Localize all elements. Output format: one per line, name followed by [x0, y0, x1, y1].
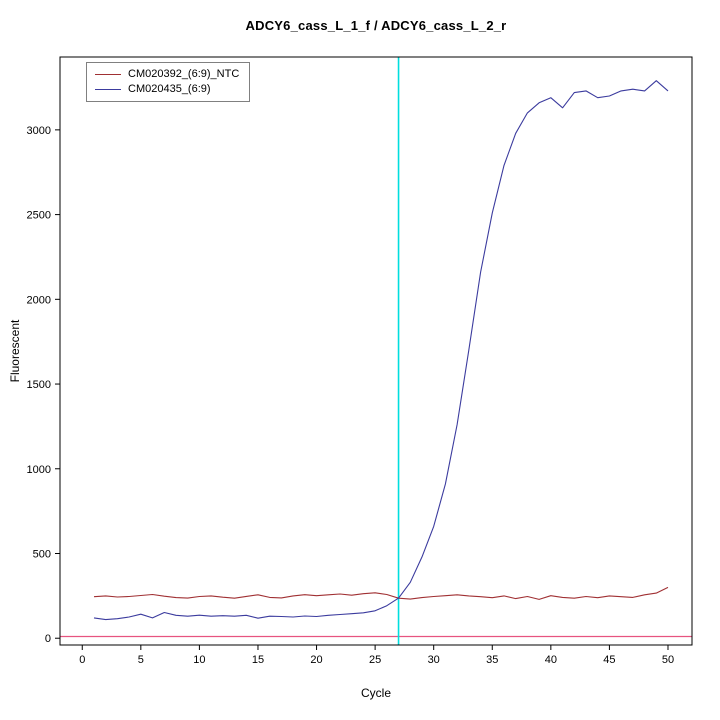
x-tick-label: 40	[545, 654, 557, 666]
x-tick-label: 0	[79, 654, 85, 666]
x-tick-label: 25	[369, 654, 381, 666]
y-tick-label: 0	[45, 633, 51, 645]
legend-line-sample	[95, 74, 121, 75]
y-tick-label: 1500	[27, 379, 51, 391]
legend-label: CM020435_(6:9)	[128, 83, 211, 95]
series-line-1	[93, 80, 669, 621]
y-tick-label: 3000	[27, 125, 51, 137]
series-line-0	[93, 586, 669, 600]
y-tick-label: 2500	[27, 210, 51, 222]
x-tick-label: 5	[138, 654, 144, 666]
x-tick-label: 35	[486, 654, 498, 666]
x-tick-label: 20	[310, 654, 322, 666]
legend: CM020392_(6:9)_NTC CM020435_(6:9)	[86, 62, 251, 102]
plot-border	[59, 56, 693, 646]
legend-item: CM020392_(6:9)_NTC	[95, 67, 239, 82]
y-tick-label: 500	[33, 548, 51, 560]
x-tick-label: 45	[603, 654, 615, 666]
chart-title: ADCY6_cass_L_1_f / ADCY6_cass_L_2_r	[245, 18, 507, 33]
legend-item: CM020435_(6:9)	[95, 82, 239, 97]
x-tick-label: 10	[193, 654, 205, 666]
y-tick-label: 2000	[27, 294, 51, 306]
x-tick-label: 30	[428, 654, 440, 666]
legend-label: CM020392_(6:9)_NTC	[128, 68, 240, 80]
x-tick-label: 15	[252, 654, 264, 666]
legend-line-sample	[95, 89, 121, 90]
x-tick-label: 50	[662, 654, 674, 666]
y-tick-label: 1000	[27, 464, 51, 476]
x-axis-label: Cycle	[360, 686, 391, 700]
